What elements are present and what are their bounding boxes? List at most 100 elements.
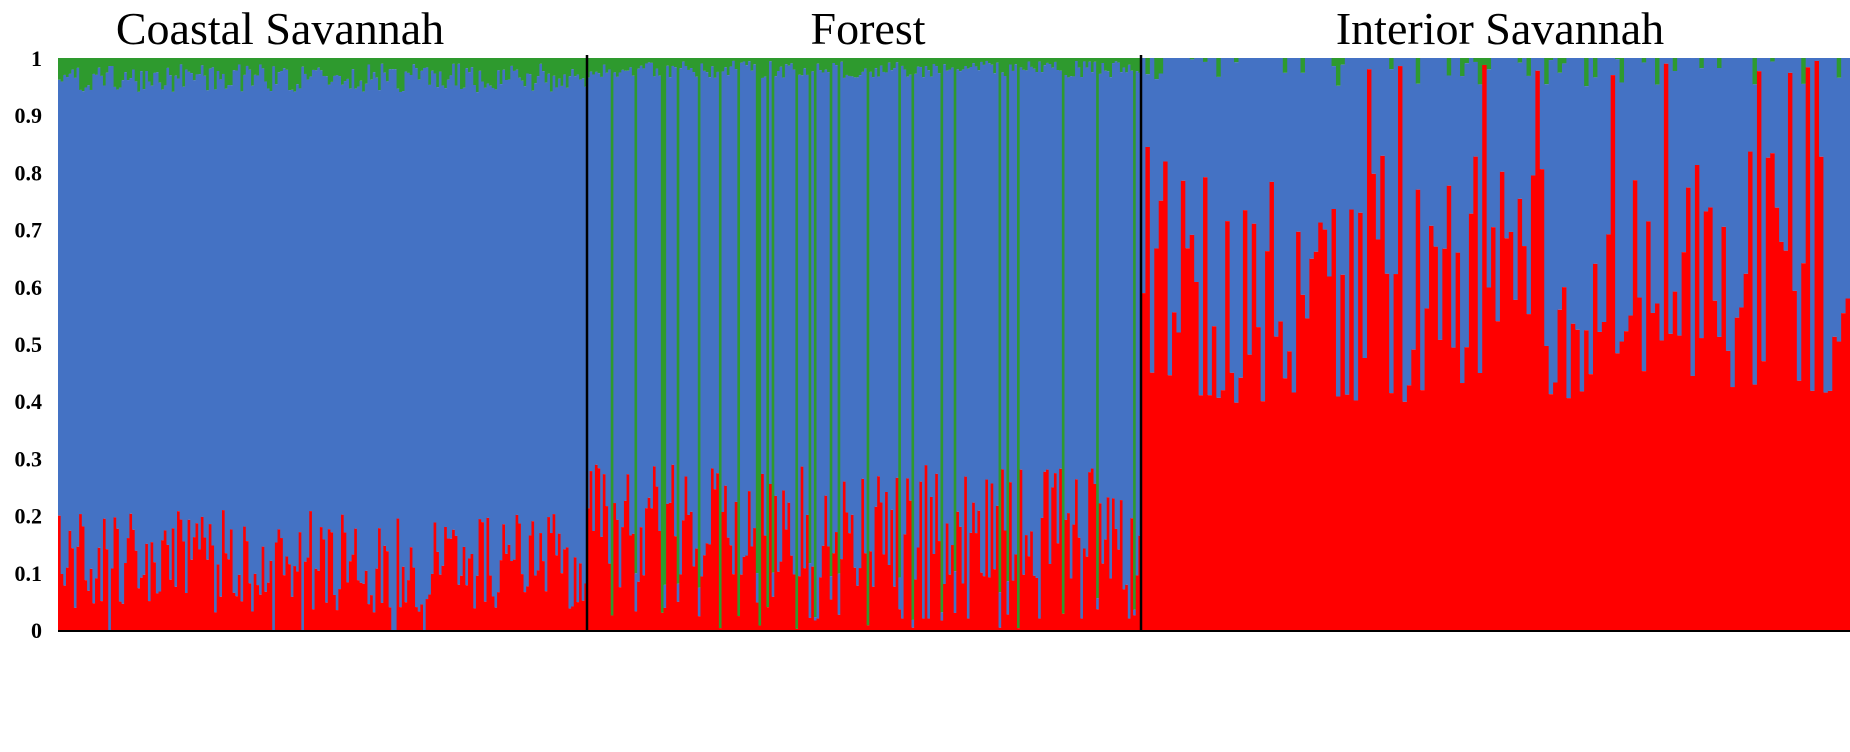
bar-red [322, 539, 326, 630]
bar-red [1111, 498, 1116, 630]
bar-blue [211, 67, 215, 546]
bar-green [1477, 58, 1483, 85]
bar-green [750, 58, 754, 71]
bar-blue [1167, 58, 1173, 376]
bar-green [958, 58, 963, 72]
bar-blue [89, 89, 93, 569]
bar-green [1655, 58, 1661, 85]
bar-green [177, 58, 181, 79]
bar-green [1043, 58, 1047, 66]
bar-blue [819, 70, 823, 578]
bar-green [428, 58, 432, 85]
bar-red [76, 546, 80, 630]
bar-green [969, 58, 973, 67]
bar-blue [319, 70, 324, 528]
bar-red [1371, 173, 1377, 631]
bar-red [1216, 397, 1222, 630]
bar-red [1827, 390, 1833, 630]
bar-green [452, 58, 456, 64]
bar-red [1619, 341, 1625, 630]
bar-blue [1411, 58, 1417, 350]
bar-green [102, 58, 107, 86]
bar-red [1154, 248, 1160, 630]
bar-red [1424, 308, 1430, 630]
bar-blue [63, 74, 67, 586]
bar-blue [409, 74, 414, 548]
bar-red [1686, 187, 1692, 631]
bar-red [124, 563, 128, 630]
bar-red [932, 553, 936, 630]
bar-blue [171, 91, 175, 529]
bar-green [1584, 58, 1590, 87]
bar-green [396, 58, 400, 89]
bar-red [216, 564, 220, 630]
bar-blue [423, 67, 427, 631]
bar-red [1335, 396, 1341, 630]
bar-blue [1309, 58, 1315, 259]
bar-red [1748, 151, 1754, 631]
bar-green [681, 58, 686, 62]
bar-red [1053, 473, 1058, 630]
bar-blue [1220, 58, 1226, 391]
bar-red [1098, 503, 1103, 630]
bar-blue [708, 77, 712, 545]
bar-red [652, 466, 657, 630]
bar-blue [1619, 82, 1625, 342]
bar-red [784, 529, 789, 630]
bar-red [621, 527, 625, 630]
bar-red [105, 549, 109, 630]
bar-red [1220, 390, 1226, 630]
bar-green [914, 58, 918, 74]
bar-blue [1739, 58, 1745, 308]
bar-blue [1610, 58, 1616, 76]
bar-green [158, 58, 162, 83]
bar-blue [438, 71, 443, 575]
bar-red [1703, 211, 1709, 630]
bar-red [798, 576, 802, 630]
bar-red [481, 522, 485, 630]
bar-green [79, 58, 83, 90]
bar-red [871, 586, 876, 630]
bar-red [1145, 146, 1151, 631]
bar-green [341, 58, 345, 85]
bar-green [58, 58, 62, 80]
bar-red [1362, 358, 1368, 630]
bar-green [1473, 58, 1479, 62]
bar-red [282, 575, 287, 630]
bar-blue [1056, 70, 1060, 544]
bar-blue [153, 72, 157, 563]
bar-green [879, 58, 884, 66]
bar-blue [1805, 58, 1811, 68]
bar-red [235, 596, 239, 630]
bar-blue [787, 65, 791, 503]
bar-green [335, 58, 339, 76]
bar-green [1014, 58, 1018, 65]
bar-blue [594, 71, 599, 465]
bar-red [703, 555, 707, 630]
bar-blue [592, 74, 596, 531]
bar-red [526, 586, 530, 630]
bar-red [879, 502, 884, 630]
bar-green [68, 58, 72, 74]
bar-red [182, 541, 186, 630]
bar-green [853, 58, 857, 78]
bar-red [573, 557, 578, 630]
bar-green [214, 58, 218, 90]
bar-red [528, 535, 533, 630]
bar-green [922, 58, 926, 78]
bar-blue [364, 83, 369, 571]
bar-blue [198, 74, 202, 550]
bar-red [229, 529, 234, 630]
bar-green [964, 58, 968, 67]
bar-blue [1366, 58, 1373, 70]
bar-red [1022, 574, 1026, 630]
bar-green [937, 58, 942, 74]
bar-blue [747, 61, 752, 492]
bar-red [63, 585, 67, 630]
bar-blue [895, 62, 899, 478]
bar-red [407, 580, 411, 630]
bar-green [834, 58, 839, 66]
bar-green [539, 58, 543, 64]
bar-green [919, 58, 923, 68]
bar-red [359, 582, 363, 630]
